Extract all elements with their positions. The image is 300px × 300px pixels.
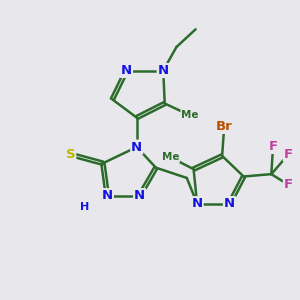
Text: N: N — [134, 189, 145, 202]
Text: N: N — [131, 141, 142, 154]
Text: N: N — [224, 197, 235, 210]
Text: S: S — [66, 148, 75, 161]
Text: N: N — [121, 64, 132, 77]
Text: N: N — [102, 189, 113, 202]
Text: Me: Me — [181, 110, 199, 120]
Text: Br: Br — [216, 120, 232, 133]
Text: N: N — [158, 64, 169, 77]
Text: F: F — [284, 178, 293, 191]
Text: F: F — [268, 140, 278, 153]
Text: H: H — [80, 202, 89, 212]
Text: Me: Me — [162, 152, 179, 162]
Text: N: N — [191, 197, 203, 210]
Text: F: F — [284, 148, 293, 161]
